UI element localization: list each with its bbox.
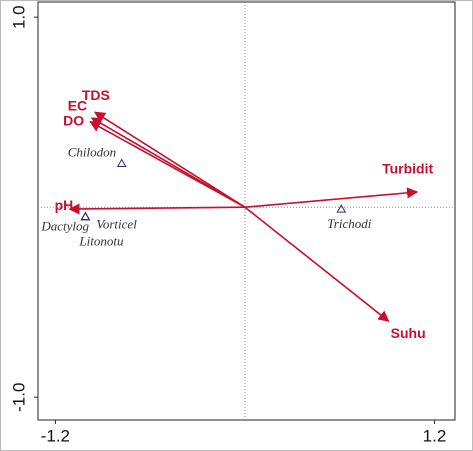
arrow	[244, 187, 419, 208]
arrow	[244, 206, 390, 322]
arrow	[68, 203, 245, 215]
arrow-label: Suhu	[391, 325, 426, 341]
species-label: Dactylog	[40, 219, 89, 234]
arrow-label: TDS	[82, 87, 110, 103]
species-label: Litonotu	[78, 234, 124, 249]
x-tick-label: 1.2	[423, 426, 447, 445]
species-point	[80, 211, 91, 221]
arrow-label: Turbidit	[382, 161, 433, 177]
y-tick-label: -1.0	[9, 383, 28, 412]
species-label: Trichodi	[327, 216, 371, 231]
arrow-label: pH	[55, 197, 74, 213]
species-point	[336, 204, 347, 213]
arrow	[93, 111, 246, 208]
species-point	[116, 158, 127, 167]
species-label: Vorticel	[96, 217, 137, 232]
x-tick-label: -1.2	[41, 426, 70, 445]
plot-area	[37, 1, 456, 421]
species-label: Chilodon	[68, 144, 116, 159]
arrow	[89, 120, 246, 208]
arrow-label: DO	[63, 112, 84, 128]
arrow-label: EC	[68, 98, 87, 114]
y-tick-label: 1.0	[9, 5, 28, 29]
